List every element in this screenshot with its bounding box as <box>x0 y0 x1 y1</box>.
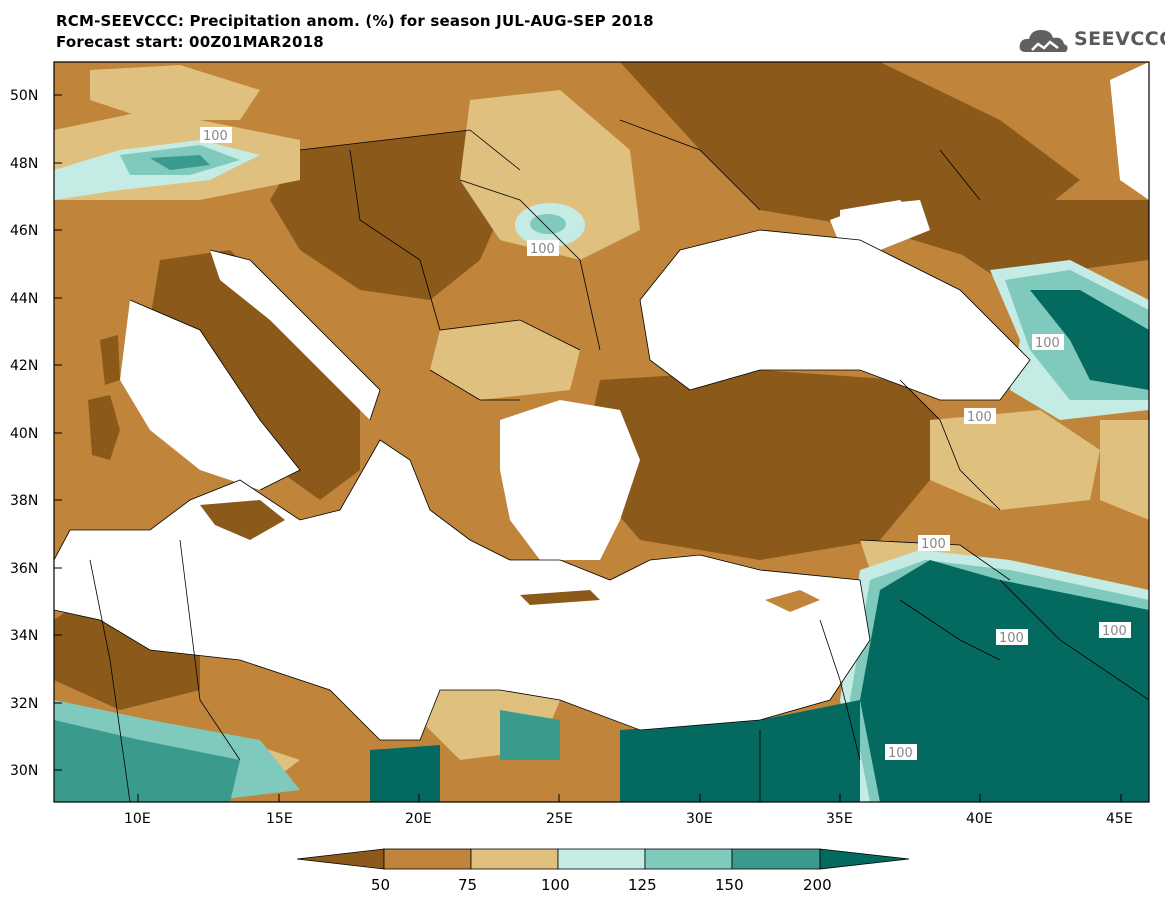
slightly-dry-region-romania <box>460 90 640 260</box>
very-wet-region-levant <box>860 560 1149 802</box>
colorbar-bin <box>383 848 472 870</box>
contour-label: 100 <box>1035 336 1060 351</box>
lat-tick-label: 38N <box>10 493 38 509</box>
lat-tick-label: 50N <box>10 88 38 104</box>
contour-label: 100 <box>1102 624 1127 639</box>
colorbar-bin <box>470 848 559 870</box>
map-frame <box>53 61 1150 803</box>
very-dry-region-caucasus <box>900 200 1149 280</box>
very-wet-region-egypt <box>620 700 860 802</box>
contour-label: 100 <box>921 537 946 552</box>
colorbar: 50 75 100 125 150 200 <box>296 848 910 894</box>
contour-labels: 100 100 100 100 100 100 100 100 <box>200 127 1131 761</box>
lon-tick-label: 10E <box>124 811 151 827</box>
lon-tick-label: 25E <box>546 811 573 827</box>
cloud-logo-icon <box>1019 30 1068 52</box>
sicily-island <box>200 500 285 540</box>
corsica-island <box>100 335 120 385</box>
slightly-dry-region-east-anatolia <box>930 410 1100 510</box>
very-wet-region-caucasus <box>1030 290 1149 390</box>
contour-label: 100 <box>203 129 228 144</box>
colorbar-bin <box>731 848 821 870</box>
lat-tick-label: 46N <box>10 223 38 239</box>
lat-tick-label: 48N <box>10 156 38 172</box>
latitude-axis: 50N 48N 46N 44N 42N 40N 38N 36N 34N 32N … <box>10 88 62 779</box>
map-field <box>54 62 1149 802</box>
lon-tick-label: 35E <box>826 811 853 827</box>
very-dry-region-italy <box>150 250 360 500</box>
crimea-peninsula <box>830 200 930 250</box>
aegean-sea <box>500 400 640 560</box>
colorbar-tick-label: 200 <box>803 876 832 894</box>
slightly-dry-region-balkans <box>430 320 580 400</box>
lon-tick-label: 45E <box>1106 811 1133 827</box>
sardinia-island <box>88 395 120 460</box>
contour-label: 100 <box>999 631 1024 646</box>
very-wet-region-libya <box>370 745 440 802</box>
adriatic-sea <box>210 250 380 420</box>
lon-tick-label: 30E <box>686 811 713 827</box>
colorbar-tick-label: 100 <box>541 876 570 894</box>
chart-title: RCM-SEEVCCC: Precipitation anom. (%) for… <box>56 12 654 30</box>
colorbar-bin <box>296 848 385 870</box>
lat-tick-label: 30N <box>10 763 38 779</box>
very-dry-region-anatolia <box>580 370 940 560</box>
lat-tick-label: 44N <box>10 291 38 307</box>
wetter-region-libya <box>500 710 560 760</box>
crete-island <box>520 590 600 605</box>
contour-label: 100 <box>530 242 555 257</box>
very-wet-region-tunisia <box>54 720 240 802</box>
logo-text: SEEVCCC <box>1074 28 1165 50</box>
lat-tick-label: 32N <box>10 696 38 712</box>
wetter-region-alps <box>150 155 210 170</box>
colorbar-tick-label: 150 <box>715 876 744 894</box>
lon-tick-label: 20E <box>405 811 432 827</box>
longitude-axis: 10E 15E 20E 25E 30E 35E 40E 45E <box>124 794 1133 827</box>
colorbar-bin <box>557 848 646 870</box>
lat-tick-label: 40N <box>10 426 38 442</box>
very-dry-region-central-europe <box>270 130 520 300</box>
forecast-start-label: Forecast start: 00Z01MAR2018 <box>56 33 324 51</box>
lat-tick-label: 34N <box>10 628 38 644</box>
colorbar-bin <box>819 848 910 870</box>
wet-region-romania <box>530 214 566 234</box>
black-sea <box>640 230 1030 400</box>
lat-tick-label: 36N <box>10 561 38 577</box>
colorbar-tick-label: 125 <box>628 876 657 894</box>
lon-tick-label: 15E <box>266 811 293 827</box>
colorbar-tick-label: 75 <box>458 876 477 894</box>
slightly-dry-region-alps-north <box>90 65 260 120</box>
lon-tick-label: 40E <box>966 811 993 827</box>
colorbar-tick-label: 50 <box>371 876 390 894</box>
caspian-sea <box>1110 62 1149 200</box>
colorbar-bin <box>644 848 733 870</box>
contour-label: 100 <box>888 746 913 761</box>
tyrrhenian-sea <box>120 300 300 490</box>
contour-label: 100 <box>967 410 992 425</box>
lat-tick-label: 42N <box>10 358 38 374</box>
country-borders <box>54 119 1149 802</box>
cyprus-island <box>765 590 820 612</box>
slightly-dry-region-iran <box>1100 420 1149 520</box>
